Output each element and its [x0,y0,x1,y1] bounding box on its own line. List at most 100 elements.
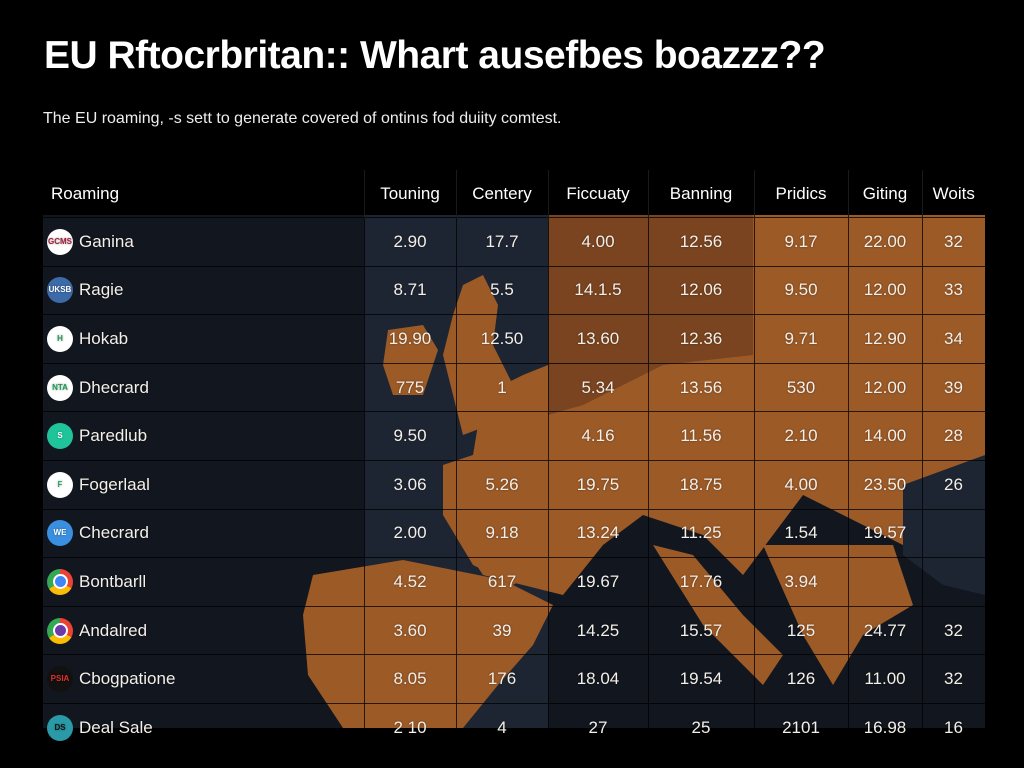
table-row[interactable]: H Hokab 19.90 12.50 13.60 12.36 9.71 12.90 34 [43,314,986,364]
cell-touning: 2 10 [363,702,457,753]
chrome-logo-icon [47,568,73,595]
cell-banning: 19.54 [647,654,755,704]
column-header-touning[interactable]: Touning [363,170,456,218]
cell-ficcuaty: 13.24 [547,508,649,559]
cell-ficcuaty: 14.25 [547,605,649,656]
table-row[interactable]: UKSB Ragie 8.71 5.5 14.1.5 12.06 9.50 12.00 33 [43,265,986,316]
column-header-banning[interactable]: Banning [647,170,754,218]
cell-giting: 16.98 [847,702,923,753]
column-header-ficcuaty[interactable]: Ficcuaty [547,170,648,218]
table-row[interactable]: NTA Dhecrard 775 1 5.34 13.56 530 12.00 39 [43,362,986,413]
row-name: Dhecrard [79,377,149,397]
cell-banning: 12.56 [647,217,755,267]
cell-giting: 22.00 [847,217,923,267]
cell-giting: 14.00 [847,411,923,461]
cell-banning: 15.57 [647,605,755,656]
table-row[interactable]: F Fogerlaal 3.06 5.26 19.75 18.75 4.00 23.50 26 [43,459,986,510]
page-title: EU Rftocrbritan:: Whart ausefbes boazzz?… [44,34,826,77]
row-name-cell: GCMS Ganina [43,217,365,267]
cell-pridics: 126 [753,654,849,704]
cell-pridics: 3.94 [753,557,849,607]
table-row[interactable]: Bontbarll 4.52 617 19.67 17.76 3.94 [43,557,986,607]
brand-logo-icon: GCMS [47,228,73,255]
cell-centery: 12.50 [455,314,549,364]
cell-banning: 11.56 [647,411,755,461]
table-row[interactable]: Andalred 3.60 39 14.25 15.57 125 24.77 32 [43,605,986,656]
cell-banning: 18.75 [647,459,755,510]
cell-centery: 1 [455,362,549,413]
cell-pridics: 2101 [753,702,849,753]
cell-touning: 4.52 [363,557,457,607]
brand-logo-icon: UKSB [47,277,73,304]
row-name-cell: Andalred [43,605,365,656]
cell-centery: 5.5 [455,265,549,316]
table-header-row: Roaming Touning Centery Ficcuaty Banning Prid… [43,170,985,218]
cell-ficcuaty: 5.34 [547,362,649,413]
cell-giting: 12.00 [847,265,923,316]
row-name-cell: Bontbarll [43,557,365,607]
row-name: Ragie [79,280,124,300]
cell-touning: 2.00 [363,508,457,559]
cell-woits: 32 [921,217,986,267]
cell-ficcuaty: 18.04 [547,654,649,704]
column-header-pridics[interactable]: Pridics [753,170,848,218]
column-header-woits[interactable]: Woits [921,170,985,218]
row-name-cell: PSIA Cbogpatione [43,654,365,704]
row-name: Andalred [79,620,148,640]
cell-centery: 617 [455,557,549,607]
cell-banning: 12.36 [647,314,755,364]
cell-centery: 39 [455,605,549,656]
cell-ficcuaty: 19.75 [547,459,649,510]
column-header-roaming[interactable]: Roaming [51,183,120,203]
cell-touning: 775 [363,362,457,413]
cell-giting: 12.00 [847,362,923,413]
cell-giting: 11.00 [847,654,923,704]
table-row[interactable]: WE Checrard 2.00 9.18 13.24 11.25 1.54 19.57 [43,508,986,559]
cell-pridics: 2.10 [753,411,849,461]
cell-touning: 8.71 [363,265,457,316]
cell-pridics: 125 [753,605,849,656]
cell-touning: 2.90 [363,217,457,267]
cell-giting [847,557,923,607]
row-name-cell: NTA Dhecrard [43,362,365,413]
cell-ficcuaty: 14.1.5 [547,265,649,316]
column-header-centery[interactable]: Centery [455,170,548,218]
cell-woits: 32 [921,654,986,704]
table-row[interactable]: S Paredlub 9.50 4.16 11.56 2.10 14.00 28 [43,411,986,461]
cell-woits [921,508,986,559]
row-name: Ganina [79,231,134,251]
cell-centery: 176 [455,654,549,704]
row-name: Hokab [79,328,129,348]
cell-centery: 4 [455,702,549,753]
cell-ficcuaty: 13.60 [547,314,649,364]
cell-woits: 33 [921,265,986,316]
cell-centery: 9.18 [455,508,549,559]
cell-touning: 8.05 [363,654,457,704]
cell-pridics: 9.50 [753,265,849,316]
cell-woits: 26 [921,459,986,510]
row-name: Bontbarll [79,571,147,591]
row-name-cell: DS Deal Sale [43,702,365,753]
chrome-logo-icon [47,617,73,644]
cell-centery [455,411,549,461]
table-row[interactable]: DS Deal Sale 2 10 4 27 25 2101 16.98 16 [43,702,986,753]
brand-logo-icon: WE [47,520,73,547]
brand-logo-icon: F [47,471,73,498]
cell-touning: 3.06 [363,459,457,510]
table-row[interactable]: GCMS Ganina 2.90 17.7 4.00 12.56 9.17 22.00 32 [43,217,986,267]
row-name: Deal Sale [79,717,153,737]
row-name: Paredlub [79,426,148,446]
cell-giting: 24.77 [847,605,923,656]
cell-ficcuaty: 4.00 [547,217,649,267]
cell-centery: 5.26 [455,459,549,510]
cell-pridics: 4.00 [753,459,849,510]
column-header-giting[interactable]: Giting [847,170,922,218]
brand-logo-icon: DS [47,714,73,741]
cell-giting: 12.90 [847,314,923,364]
row-name: Checrard [79,523,149,543]
cell-woits [921,557,986,607]
table-row[interactable]: PSIA Cbogpatione 8.05 176 18.04 19.54 126 11.00… [43,654,986,704]
cell-pridics: 9.71 [753,314,849,364]
cell-ficcuaty: 27 [547,702,649,753]
cell-giting: 23.50 [847,459,923,510]
